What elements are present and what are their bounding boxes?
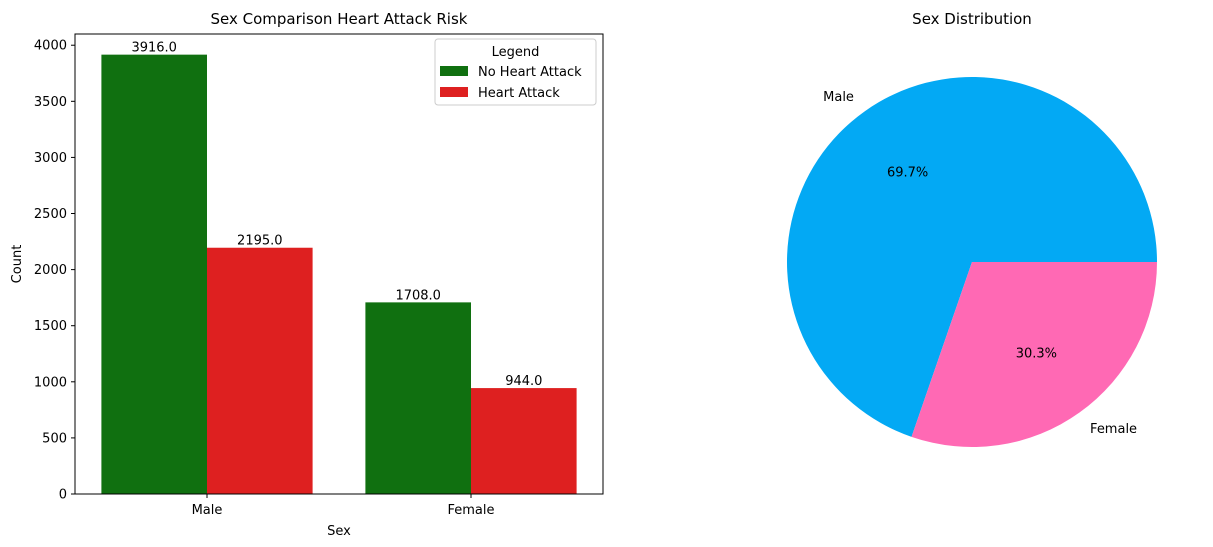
pie-slice-label: Female — [1090, 422, 1137, 437]
bar-value-label: 1708.0 — [395, 288, 441, 303]
bar-value-label: 2195.0 — [237, 234, 283, 249]
legend-swatch — [440, 87, 468, 97]
pie-slice-label: Male — [823, 90, 854, 105]
x-tick-label: Male — [192, 503, 223, 518]
bar-value-label: 3916.0 — [131, 41, 177, 56]
y-tick-label: 3000 — [34, 151, 67, 166]
y-axis-label: Count — [10, 245, 25, 284]
legend-swatch — [440, 66, 468, 76]
y-axis-ticks: 0 500 1000 1500 2000 2500 3000 3500 4000 — [34, 39, 75, 503]
legend-entries: No Heart Attack Heart Attack — [440, 65, 582, 101]
pie-slice — [911, 262, 1157, 447]
y-tick-label: 2500 — [34, 207, 67, 222]
x-axis-label: Sex — [327, 524, 351, 539]
legend-frame — [434, 38, 597, 106]
plot-frame — [74, 33, 604, 495]
y-tick-label: 1000 — [34, 375, 67, 390]
y-tick-label: 0 — [59, 488, 67, 503]
bar-value-label: 944.0 — [505, 374, 542, 389]
x-axis-ticks: Male Female — [192, 494, 495, 518]
bar-chart-title: Sex Comparison Heart Attack Risk — [211, 10, 468, 28]
bar-data-labels: 3916.0 2195.0 1708.0 944.0 — [131, 41, 542, 389]
bar — [207, 247, 313, 494]
pie-labels: Male 69.7% Female 30.3% — [823, 90, 1137, 437]
legend-label: No Heart Attack — [478, 65, 582, 80]
y-tick-label: 1500 — [34, 319, 67, 334]
pie-chart-title: Sex Distribution — [912, 10, 1032, 28]
bar-series — [101, 54, 577, 495]
bar — [101, 54, 207, 495]
bar — [471, 388, 577, 494]
legend-label: Heart Attack — [478, 86, 560, 101]
pie-slice — [787, 76, 1157, 437]
y-tick-label: 2000 — [34, 263, 67, 278]
y-tick-label: 4000 — [34, 39, 67, 54]
legend: Legend No Heart Attack Heart Attack — [434, 38, 597, 106]
bar — [365, 302, 471, 494]
pie-percent-label: 69.7% — [887, 166, 928, 181]
pie-slices — [787, 76, 1157, 447]
x-tick-label: Female — [447, 503, 494, 518]
bar-chart: Sex Comparison Heart Attack Risk 0 500 100… — [10, 10, 604, 539]
y-tick-label: 3500 — [34, 95, 67, 110]
y-tick-label: 500 — [42, 431, 67, 446]
pie-chart: Sex Distribution Male 69.7% Female 30.3% — [787, 10, 1157, 447]
pie-percent-label: 30.3% — [1016, 346, 1057, 361]
legend-title: Legend — [492, 45, 540, 60]
